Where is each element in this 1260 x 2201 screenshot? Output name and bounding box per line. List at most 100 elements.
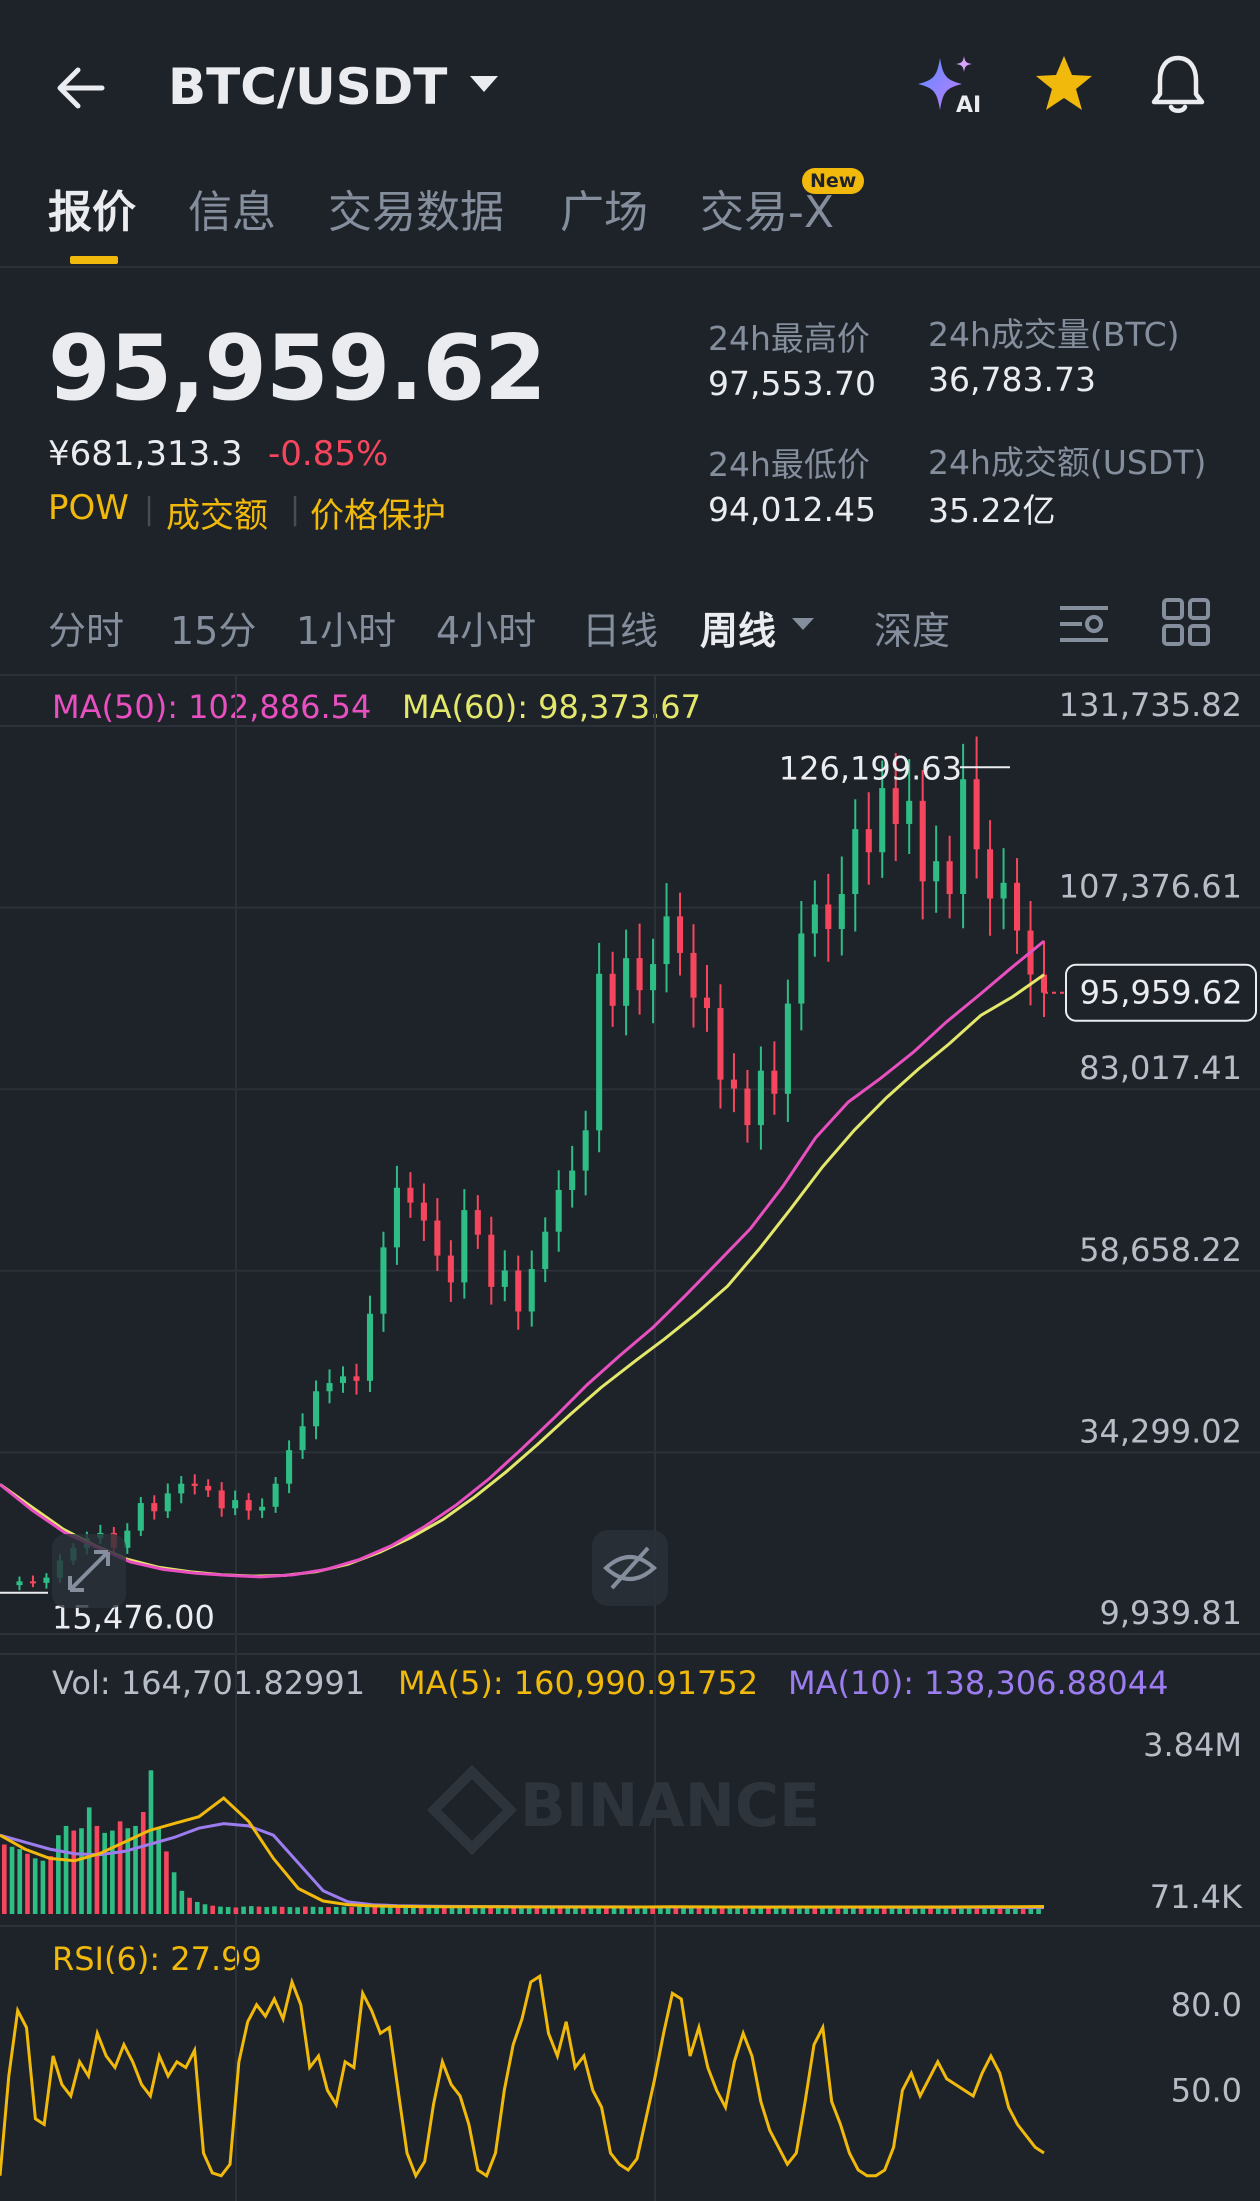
candle-body: [151, 1503, 158, 1512]
volume-bar: [889, 1906, 895, 1914]
caret-down-icon[interactable]: [470, 76, 498, 92]
tag-pow[interactable]: POW: [48, 488, 129, 528]
interval-15m[interactable]: 15分: [170, 609, 257, 653]
candle-body: [1000, 882, 1007, 899]
interval-1d[interactable]: 日线: [582, 609, 659, 653]
candle-body: [447, 1255, 454, 1283]
volume-bar: [56, 1835, 61, 1914]
candle-body: [124, 1530, 131, 1548]
tag-turnover[interactable]: 成交额: [166, 496, 268, 536]
volume-bar: [851, 1907, 856, 1914]
candle-body: [393, 1187, 400, 1248]
caret-down-icon[interactable]: [792, 618, 814, 630]
interval-4h[interactable]: 4小时: [436, 609, 537, 653]
tag-price-protection[interactable]: 价格保护: [310, 496, 446, 536]
volume-bar: [642, 1907, 648, 1914]
volume-bar: [318, 1907, 324, 1914]
volume-bar: [349, 1907, 354, 1914]
volume-bar: [110, 1830, 115, 1914]
logo-diamond: [426, 1764, 518, 1856]
last-price-label: 95,959.62: [1080, 974, 1243, 1012]
trading-pair-selector[interactable]: BTC/USDT: [168, 58, 448, 116]
volume-bar: [573, 1907, 578, 1914]
rsi-axis-label: 80.0: [1171, 1986, 1242, 2024]
candle-body: [191, 1483, 198, 1486]
volume-bar: [441, 1906, 447, 1914]
tab-trading-data[interactable]: 交易数据: [328, 187, 504, 238]
candle-body: [326, 1383, 333, 1392]
volume-bar: [758, 1907, 764, 1914]
candle-body: [717, 1008, 724, 1080]
tab-square[interactable]: 广场: [560, 187, 648, 238]
tag-separator: |: [290, 492, 301, 527]
chart-settings-icon[interactable]: [1056, 596, 1112, 652]
candle-body: [838, 894, 845, 930]
expand-chart-icon[interactable]: [52, 1534, 126, 1608]
volume-bar: [426, 1907, 432, 1914]
candle-body: [528, 1268, 535, 1312]
volume-bar: [71, 1830, 77, 1914]
volume-bar: [627, 1907, 632, 1914]
volume-bar: [1013, 1907, 1018, 1914]
rsi-line: [0, 1973, 1045, 2180]
candle-body: [852, 829, 859, 895]
tab-quote[interactable]: 报价: [48, 187, 136, 238]
volume-bar: [79, 1828, 84, 1914]
volume-bar: [25, 1853, 30, 1914]
candle-body: [501, 1270, 508, 1287]
volume-bar: [1020, 1906, 1026, 1914]
hide-eye-icon[interactable]: [592, 1530, 668, 1606]
interval-1h[interactable]: 1小时: [296, 609, 397, 653]
volume-bar: [63, 1825, 69, 1914]
candle-body: [676, 916, 684, 953]
volume-bar: [187, 1897, 192, 1914]
volume-bar: [295, 1907, 300, 1914]
volume-bar: [688, 1906, 694, 1914]
stat-turnover-usdt-label: 24h成交额(USDT): [928, 443, 1207, 482]
tab-info[interactable]: 信息: [188, 187, 276, 238]
volume-axis-label: 71.4K: [1150, 1878, 1243, 1916]
volume-bar: [86, 1807, 92, 1914]
volume-bar: [519, 1907, 524, 1914]
candle-body: [366, 1313, 374, 1381]
volume-bar: [1028, 1906, 1034, 1914]
volume-bar: [804, 1907, 810, 1914]
tab-trade-x[interactable]: 交易-X: [700, 187, 835, 238]
grid-layout-icon[interactable]: [1160, 596, 1212, 648]
volume-bar: [272, 1906, 277, 1914]
volume-bar: [194, 1901, 200, 1914]
stat-high-value: 97,553.70: [708, 364, 876, 403]
volume-bar: [372, 1906, 378, 1914]
price-axis-label: 107,376.61: [1059, 868, 1242, 906]
volume-bar: [264, 1907, 270, 1914]
binance-watermark: BINANCE: [520, 1771, 820, 1841]
candle-body: [906, 800, 913, 824]
interval-1w[interactable]: 周线: [700, 609, 777, 653]
ai-sparkle-icon[interactable]: AI: [914, 52, 990, 116]
last-price: 95,959.62: [48, 316, 547, 421]
volume-bar: [117, 1821, 123, 1914]
stat-volume-btc-label: 24h成交量(BTC): [928, 315, 1180, 354]
volume-bar: [712, 1907, 717, 1914]
volume-bar: [102, 1832, 107, 1914]
active-tab-indicator: [70, 256, 118, 264]
candle-body: [434, 1220, 441, 1256]
interval-time[interactable]: 分时: [48, 609, 125, 653]
star-icon[interactable]: [1032, 52, 1096, 116]
rsi-axis-label: 50.0: [1171, 2071, 1242, 2109]
volume-bar: [287, 1907, 293, 1914]
volume-bar: [696, 1907, 702, 1914]
volume-bar: [511, 1907, 517, 1914]
volume-bar: [48, 1856, 53, 1914]
volume-bar: [982, 1906, 987, 1914]
back-arrow-icon[interactable]: [50, 56, 114, 120]
candle-body: [865, 829, 872, 853]
volume-bar: [465, 1907, 470, 1914]
volume-bar: [959, 1907, 964, 1914]
candle-body: [259, 1506, 266, 1511]
interval-depth[interactable]: 深度: [874, 609, 951, 653]
volume-bar: [333, 1906, 339, 1914]
kline-chart[interactable]: BINANCE 131,735.82 107,376.61 83,017.41 58,…: [0, 676, 1260, 2201]
ai-label: AI: [956, 93, 981, 116]
bell-icon[interactable]: [1146, 52, 1210, 116]
